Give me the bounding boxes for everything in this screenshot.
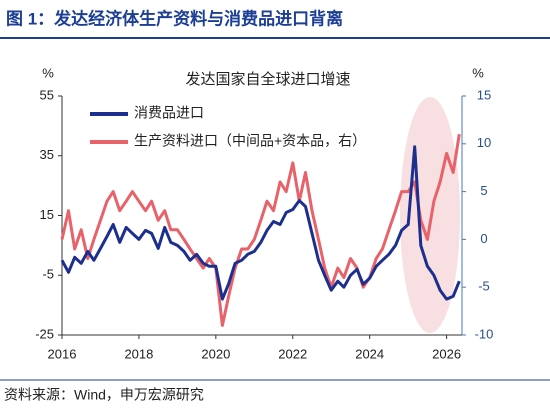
y2-tick-label: 15 bbox=[477, 87, 491, 102]
y2-tick-label: -10 bbox=[475, 326, 494, 341]
y2-tick-label: 0 bbox=[480, 231, 487, 246]
x-tick-label: 2020 bbox=[201, 346, 230, 361]
y2-tick-label: -5 bbox=[478, 279, 490, 294]
y2-tick-label: 10 bbox=[477, 135, 491, 150]
y-tick-label: -5 bbox=[42, 267, 54, 282]
x-tick-label: 2016 bbox=[48, 346, 77, 361]
y-tick-label: 15 bbox=[40, 207, 54, 222]
source: 资料来源：Wind，申万宏源研究 bbox=[4, 387, 204, 403]
series-line bbox=[60, 145, 461, 301]
y-tick-label: 55 bbox=[40, 87, 54, 102]
legend-label: 消费品进口 bbox=[134, 105, 204, 121]
x-tick-label: 2026 bbox=[432, 346, 461, 361]
y2-tick-label: 5 bbox=[480, 183, 487, 198]
x-tick-label: 2024 bbox=[355, 346, 384, 361]
page-title: 图 1：发达经济体生产资料与消费品进口背离 bbox=[6, 8, 343, 28]
y-tick-label: -25 bbox=[35, 326, 54, 341]
x-tick-label: 2022 bbox=[278, 346, 307, 361]
y-unit: % bbox=[42, 65, 54, 80]
x-tick-label: 2018 bbox=[124, 346, 153, 361]
chart-title: 发达国家自全球进口增速 bbox=[185, 70, 350, 88]
series-line bbox=[60, 133, 461, 327]
y-tick-label: 35 bbox=[40, 147, 54, 162]
legend-label: 生产资料进口（中间品+资本品，右） bbox=[134, 133, 366, 149]
y2-unit: % bbox=[472, 65, 484, 80]
